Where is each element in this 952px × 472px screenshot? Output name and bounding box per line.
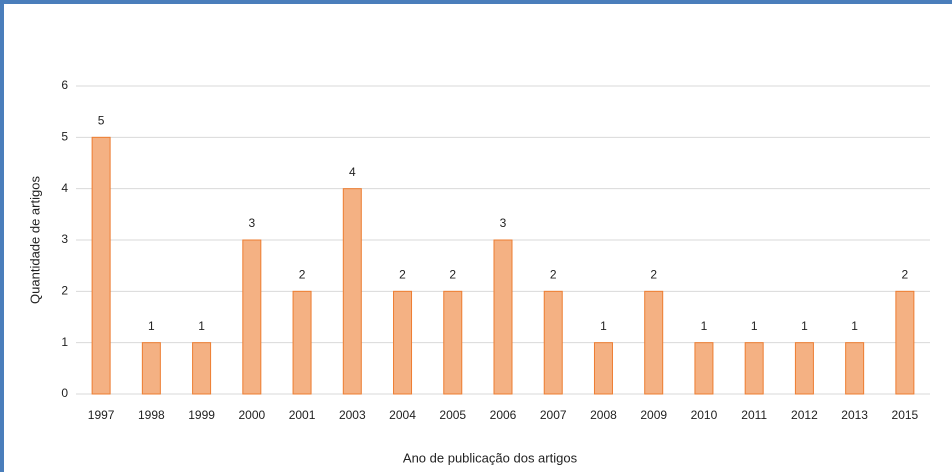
x-tick-label: 2010 — [691, 408, 718, 422]
y-tick-label: 5 — [61, 130, 68, 144]
x-tick-label: 2011 — [741, 408, 767, 422]
bar — [91, 136, 111, 395]
x-tick-label: 1997 — [88, 408, 115, 422]
data-label: 2 — [550, 268, 557, 282]
bar — [292, 290, 312, 395]
bar — [694, 342, 714, 395]
data-label: 1 — [198, 319, 205, 333]
bar — [543, 290, 563, 395]
y-tick-label: 4 — [61, 181, 68, 195]
data-label: 2 — [902, 268, 909, 282]
x-tick-label: 2012 — [791, 408, 818, 422]
data-label: 1 — [751, 319, 758, 333]
data-label: 1 — [148, 319, 155, 333]
data-label: 1 — [801, 319, 808, 333]
data-label: 4 — [349, 165, 356, 179]
x-tick-label: 2015 — [892, 408, 919, 422]
y-tick-label: 1 — [61, 335, 68, 349]
x-tick-label: 2006 — [490, 408, 517, 422]
bar — [493, 239, 513, 395]
y-tick-label: 6 — [61, 78, 68, 92]
x-tick-label: 2000 — [238, 408, 265, 422]
x-tick-label: 2007 — [540, 408, 567, 422]
bar — [845, 342, 865, 395]
bar — [593, 342, 613, 395]
y-tick-label: 2 — [61, 284, 68, 298]
x-tick-label: 2001 — [289, 408, 316, 422]
x-axis-title: Ano de publicação dos artigos — [403, 450, 578, 465]
data-label: 2 — [299, 268, 306, 282]
x-tick-label: 1998 — [138, 408, 165, 422]
x-tick-label: 2008 — [590, 408, 617, 422]
y-axis-title: Quantidade de artigos — [27, 176, 42, 304]
bar — [443, 290, 463, 395]
bar — [895, 290, 915, 395]
x-tick-label: 1999 — [188, 408, 215, 422]
data-label: 2 — [399, 268, 406, 282]
data-label: 1 — [701, 319, 708, 333]
bar — [644, 290, 664, 395]
y-tick-label: 0 — [61, 386, 68, 400]
data-label: 1 — [600, 319, 607, 333]
data-label: 3 — [248, 216, 255, 230]
x-tick-label: 2005 — [439, 408, 466, 422]
x-tick-label: 2004 — [389, 408, 416, 422]
bar — [192, 342, 212, 395]
bar — [141, 342, 161, 395]
bar — [342, 188, 362, 395]
bar — [393, 290, 413, 395]
data-label: 2 — [449, 268, 456, 282]
data-label: 5 — [98, 114, 105, 128]
y-tick-label: 3 — [61, 232, 68, 246]
bar — [744, 342, 764, 395]
data-label: 1 — [851, 319, 858, 333]
bar — [242, 239, 262, 395]
data-label: 2 — [650, 268, 657, 282]
data-label: 3 — [500, 216, 507, 230]
x-tick-label: 2003 — [339, 408, 366, 422]
bar — [794, 342, 814, 395]
x-tick-label: 2009 — [640, 408, 667, 422]
x-tick-label: 2013 — [841, 408, 868, 422]
